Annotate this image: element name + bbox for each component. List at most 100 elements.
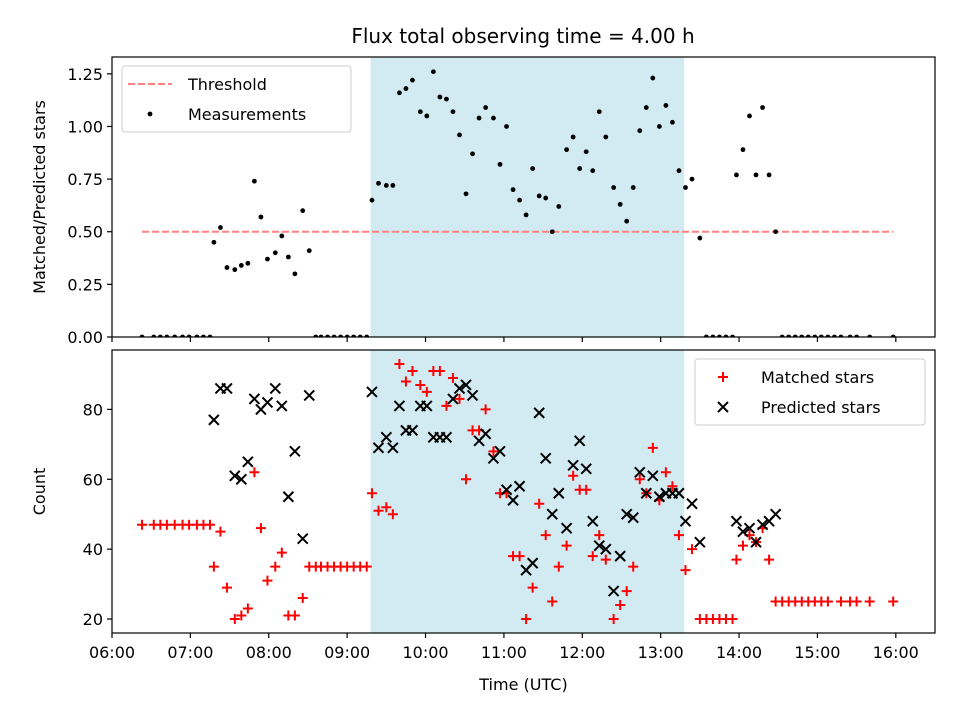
predicted-star-point — [380, 431, 393, 444]
matched-star-point — [236, 610, 247, 621]
matched-star-point — [221, 582, 232, 593]
predicted-star-point — [737, 525, 749, 538]
predicted-star-point — [694, 536, 706, 548]
matched-star-point — [581, 484, 592, 495]
predicted-star-point — [553, 487, 565, 499]
legend-label: Matched stars — [761, 368, 874, 387]
measurement-point — [683, 185, 688, 190]
predicted-star-point — [607, 585, 620, 597]
x-tick-label: 11:00 — [481, 643, 527, 662]
matched-star-point — [568, 470, 579, 481]
measurement-point — [650, 75, 656, 81]
y-tick-label: 40 — [83, 540, 103, 559]
axes-frame — [111, 349, 936, 634]
predicted-star-point — [303, 389, 315, 402]
matched-star-point — [441, 400, 452, 411]
matched-star-point — [262, 575, 273, 586]
measurement-point — [238, 263, 244, 268]
predicted-star-point — [533, 407, 545, 419]
axes-frame — [111, 56, 936, 338]
measurement-point — [285, 254, 291, 260]
matched-star-point — [667, 481, 678, 492]
measurement-point — [265, 256, 270, 262]
y-tick-label: 0.75 — [67, 170, 103, 189]
measurement-point — [611, 185, 617, 190]
matched-star-point — [727, 614, 738, 625]
measurement-point — [403, 86, 409, 91]
predicted-star-point — [593, 539, 605, 552]
matched-star-point — [229, 614, 240, 625]
predicted-star-point — [229, 470, 241, 482]
y-tick-label: 80 — [83, 400, 103, 419]
predicted-star-point — [679, 515, 692, 527]
measurement-point — [530, 166, 536, 171]
plot-area — [139, 69, 896, 337]
matched-star-point — [276, 547, 287, 558]
measurement-point — [470, 151, 475, 157]
matched-star-point — [242, 603, 253, 614]
predicted-star-point — [366, 386, 378, 398]
measurement-point — [536, 193, 542, 199]
predicted-star-point — [421, 400, 433, 412]
y-tick-label: 0.50 — [67, 223, 103, 242]
predicted-star-point — [208, 414, 220, 426]
predicted-star-point — [387, 442, 399, 454]
predicted-star-point — [221, 382, 233, 395]
measurement-point — [383, 183, 389, 188]
predicted-star-point — [567, 459, 579, 472]
legend-box — [694, 358, 926, 426]
matched-star-point — [561, 540, 572, 551]
measurement-point — [476, 115, 482, 121]
matched-star-point — [447, 372, 458, 383]
predicted-star-point — [289, 445, 301, 458]
predicted-star-point — [634, 466, 646, 478]
measurement-point — [583, 149, 589, 155]
x-tick-label: 08:00 — [246, 643, 292, 662]
measurement-point — [663, 103, 669, 108]
measurement-point — [272, 250, 278, 256]
legend: Matched stars Predicted stars — [694, 358, 926, 426]
measurement-point — [577, 166, 583, 171]
measurement-point — [504, 124, 509, 129]
predicted-star-point — [393, 400, 406, 412]
measurement-point — [590, 168, 596, 174]
measurement-point — [457, 132, 462, 138]
measurement-point — [543, 195, 549, 201]
measurement-point — [517, 197, 522, 203]
measurement-point — [549, 229, 555, 235]
x-axis-label: Time (UTC) — [478, 675, 567, 694]
predicted-star-point — [440, 431, 453, 444]
predicted-star-point — [466, 389, 479, 402]
measurement-point — [630, 185, 636, 190]
predicted-star-point — [372, 442, 385, 454]
legend-label: Threshold — [187, 75, 267, 94]
measurement-point — [697, 235, 703, 241]
measurement-point — [624, 218, 630, 224]
matched-star-point — [297, 593, 308, 604]
predicted-star-point — [261, 396, 274, 409]
measurement-point — [689, 176, 695, 182]
matched-star-point — [204, 519, 215, 530]
measurement-point — [306, 248, 312, 254]
y-tick-label: 1.00 — [67, 117, 103, 136]
measurement-point — [670, 119, 675, 125]
matched-star-point — [687, 544, 698, 555]
measurement-point — [497, 161, 503, 167]
measurement-point — [292, 271, 298, 277]
matched-star-point — [534, 498, 545, 509]
measurement-point — [747, 113, 752, 119]
measurement-point — [218, 225, 223, 230]
matched-star-point — [835, 596, 846, 607]
predicted-star-point — [507, 494, 519, 506]
matched-star-point — [394, 358, 405, 369]
measurement-point — [251, 178, 257, 184]
measurement-point — [437, 94, 443, 100]
legend-predicted-swatch — [717, 401, 729, 413]
predicted-star-point — [673, 487, 685, 499]
matched-star-point — [737, 540, 748, 551]
legend: Threshold Measurements — [121, 65, 352, 133]
measurement-point — [753, 172, 759, 178]
predicted-star-point — [756, 518, 769, 531]
matched-star-point — [454, 393, 465, 404]
matched-star-point — [461, 474, 472, 485]
